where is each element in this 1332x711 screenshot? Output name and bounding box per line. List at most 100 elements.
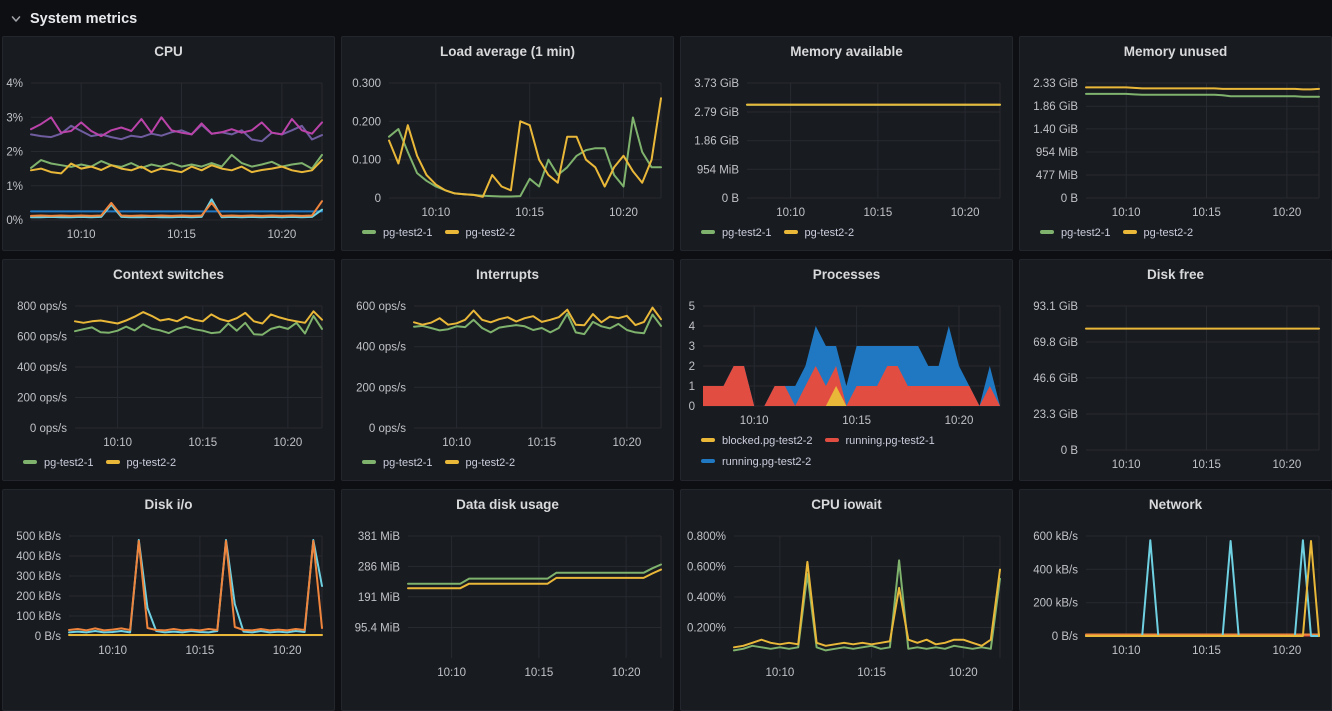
chevron-down-icon[interactable] [10,13,22,25]
panel-title[interactable]: CPU iowait [811,497,882,512]
panel-title[interactable]: Data disk usage [456,497,559,512]
panel-title[interactable]: Memory unused [1123,44,1228,59]
panel-context-switches: Context switches 0 ops/s 200 ops/s 400 ops… [2,259,335,481]
svg-text:0 B/s: 0 B/s [35,631,61,643]
series-line-series-green [30,153,323,170]
svg-text:10:15: 10:15 [842,415,871,427]
panel-network: Network 0 B/s 200 kB/s 400 kB/s 600 kB/s 10:… [1019,489,1332,711]
panel-title[interactable]: Processes [812,267,881,282]
panel-title[interactable]: Context switches [112,267,225,282]
svg-text:10:20: 10:20 [274,437,303,449]
legend-item[interactable]: pg-test2-2 [1122,223,1193,244]
svg-text:10:10: 10:10 [1112,459,1141,471]
panel-title[interactable]: Disk i/o [144,497,193,512]
panel-title[interactable]: Memory available [790,44,903,59]
svg-text:0.100: 0.100 [352,155,381,167]
svg-text:200 kB/s: 200 kB/s [16,591,61,603]
legend-item[interactable]: blocked.pg-test2-2 [701,431,813,452]
svg-text:10:15: 10:15 [1192,459,1221,471]
svg-text:0.200%: 0.200% [687,623,726,635]
svg-text:191 MiB: 191 MiB [358,592,401,604]
svg-text:10:10: 10:10 [437,667,466,679]
chart-svg: 0.200% 0.400% 0.600% 0.800% 10:10 10:15 10:20 [687,531,1001,679]
series-line-pg-test2-1 [1085,92,1320,98]
svg-text:10:15: 10:15 [1192,207,1221,219]
legend-item[interactable]: pg-test2-1 [701,223,772,244]
svg-text:300 kB/s: 300 kB/s [16,571,61,583]
svg-text:954 MiB: 954 MiB [697,164,740,176]
cpu-chart[interactable]: 0% 1% 2% 3% 4% 10:10 10:15 10:20 [3,37,334,250]
svg-text:2%: 2% [6,147,23,159]
svg-text:10:10: 10:10 [1112,645,1141,657]
memory-unused-chart[interactable]: 0 B 477 MiB 954 MiB 1.40 GiB 1.86 GiB 2.33 Gi… [1020,37,1331,250]
legend: pg-test2-1 pg-test2-2 [362,453,665,474]
interrupts-chart[interactable]: 0 ops/s 200 ops/s 400 ops/s 600 ops/s 10:10 1… [342,260,673,480]
svg-text:10:10: 10:10 [1112,207,1141,219]
panel-title[interactable]: Load average (1 min) [439,44,576,59]
legend-item[interactable]: pg-test2-2 [444,453,515,474]
svg-text:10:20: 10:20 [613,437,642,449]
load-average-chart[interactable]: 0 0.100 0.200 0.300 10:10 10:15 10:20 [342,37,673,250]
processes-chart[interactable]: 0 1 2 3 4 5 10:10 10:15 10:20 [681,260,1012,480]
svg-text:500 kB/s: 500 kB/s [16,531,61,543]
legend-item[interactable]: pg-test2-2 [783,223,854,244]
chart-svg: 95.4 MiB 191 MiB 286 MiB 381 MiB 10:10 10:15 1… [355,531,662,679]
legend-swatch [105,460,120,464]
panel-title[interactable]: Network [1148,497,1203,512]
series-line-series-cyan [1085,539,1320,637]
panel-disk-io: Disk i/o 0 B/s 100 kB/s 200 kB/s 300 kB/s 40… [2,489,335,711]
panel-processes: Processes 0 1 2 3 4 5 10:10 10:15 10:20 blocked.… [680,259,1013,481]
svg-text:3.73 GiB: 3.73 GiB [694,78,739,90]
legend-item[interactable]: pg-test2-1 [23,453,94,474]
series-line-pg-test2-1 [413,312,662,336]
chart-svg: 0 ops/s 200 ops/s 400 ops/s 600 ops/s 10:10 1… [356,301,662,449]
svg-text:10:15: 10:15 [515,207,544,219]
svg-text:10:15: 10:15 [186,645,215,657]
svg-text:10:20: 10:20 [609,207,638,219]
legend-item[interactable]: pg-test2-1 [362,223,433,244]
legend-swatch [701,438,715,442]
legend: pg-test2-1 pg-test2-2 [1040,223,1323,244]
svg-text:0.400%: 0.400% [687,592,726,604]
svg-text:10:15: 10:15 [1192,645,1221,657]
cpu-iowait-chart[interactable]: 0.200% 0.400% 0.600% 0.800% 10:10 10:15 10:20 [681,490,1012,710]
panel-title[interactable]: Interrupts [475,267,539,282]
memory-available-chart[interactable]: 0 B 954 MiB 1.86 GiB 2.79 GiB 3.73 GiB 10:10 1… [681,37,1012,250]
svg-text:10:10: 10:10 [67,229,96,241]
svg-text:1.86 GiB: 1.86 GiB [1033,101,1078,113]
legend-swatch [362,230,376,234]
legend-item[interactable]: running.pg-test2-1 [824,431,935,452]
legend-item[interactable]: pg-test2-1 [1040,223,1111,244]
legend-swatch [824,438,839,442]
stack-area-running.pg-test2-1 [703,366,1000,406]
svg-text:0.200: 0.200 [352,116,381,128]
series-line-series-orange [30,200,323,217]
panel-load-average: Load average (1 min) 0 0.100 0.200 0.300 10:… [341,36,674,251]
svg-text:0 B/s: 0 B/s [1052,631,1078,643]
svg-text:10:20: 10:20 [268,229,297,241]
series-line-pg-test2-2 [74,310,323,325]
legend-item[interactable]: pg-test2-2 [444,223,515,244]
svg-text:10:10: 10:10 [442,437,471,449]
panel-title[interactable]: Disk free [1146,267,1205,282]
series-line-series-green [407,563,662,585]
series-line-series-cyan [30,198,323,219]
section-header-system-metrics[interactable]: System metrics [0,0,1332,36]
data-disk-usage-chart[interactable]: 95.4 MiB 191 MiB 286 MiB 381 MiB 10:10 10:15 1… [342,490,673,710]
network-chart[interactable]: 0 B/s 200 kB/s 400 kB/s 600 kB/s 10:10 10:15 1… [1020,490,1331,710]
panel-memory-unused: Memory unused 0 B 477 MiB 954 MiB 1.40 GiB 1… [1019,36,1332,251]
svg-text:200 ops/s: 200 ops/s [17,393,67,405]
chart-svg: 0% 1% 2% 3% 4% 10:10 10:15 10:20 [6,78,323,241]
svg-text:10:15: 10:15 [527,437,556,449]
svg-text:10:20: 10:20 [949,667,978,679]
legend-item[interactable]: running.pg-test2-2 [701,452,811,473]
panel-cpu: CPU 0% 1% 2% 3% 4% 10:10 10:15 10:20 [2,36,335,251]
panel-cpu-iowait: CPU iowait 0.200% 0.400% 0.600% 0.800% 10:10… [680,489,1013,711]
disk-io-chart[interactable]: 0 B/s 100 kB/s 200 kB/s 300 kB/s 400 kB/s 500… [3,490,334,710]
context-switches-chart[interactable]: 0 ops/s 200 ops/s 400 ops/s 600 ops/s 800 op… [3,260,334,480]
legend-item[interactable]: pg-test2-1 [362,453,433,474]
disk-free-chart[interactable]: 0 B 23.3 GiB 46.6 GiB 69.8 GiB 93.1 GiB 10:10… [1020,260,1331,480]
svg-text:400 kB/s: 400 kB/s [16,551,61,563]
panel-title[interactable]: CPU [154,44,183,59]
legend-item[interactable]: pg-test2-2 [105,453,176,474]
